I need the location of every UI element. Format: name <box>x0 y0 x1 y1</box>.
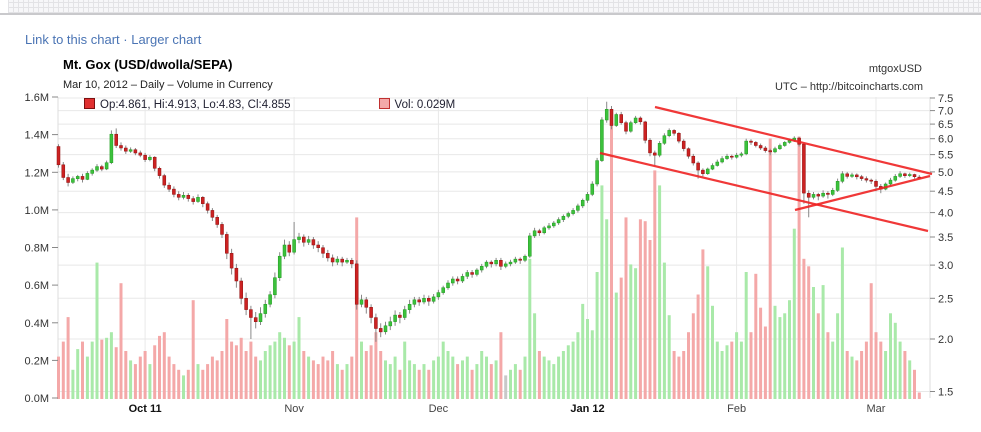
svg-text:2.0: 2.0 <box>938 334 953 346</box>
svg-text:0.0M: 0.0M <box>25 393 49 405</box>
chart-links-row: Link to this chart · Larger chart <box>25 32 201 47</box>
chart-subtitle: Mar 10, 2012 – Daily – Volume in Currenc… <box>63 79 273 91</box>
svg-text:4.5: 4.5 <box>938 186 953 198</box>
svg-text:1.5: 1.5 <box>938 387 953 399</box>
ohlc-legend-label: Op:4.861, Hi:4.913, Lo:4.83, Cl:4.855 <box>100 99 291 111</box>
top-pattern-bar <box>0 0 981 13</box>
svg-text:5.5: 5.5 <box>938 150 953 162</box>
link-to-this-chart[interactable]: Link to this chart <box>25 32 120 47</box>
svg-text:0.8M: 0.8M <box>25 243 49 255</box>
svg-text:4.0: 4.0 <box>938 208 953 220</box>
svg-text:1.2M: 1.2M <box>25 167 49 179</box>
svg-text:2.5: 2.5 <box>938 293 953 305</box>
timezone-note: UTC – http://bitcoincharts.com <box>775 81 923 93</box>
svg-text:Dec: Dec <box>429 403 449 415</box>
svg-text:Oct 11: Oct 11 <box>129 403 162 415</box>
candles <box>56 101 922 342</box>
svg-text:0.2M: 0.2M <box>25 355 49 367</box>
svg-text:7.0: 7.0 <box>938 106 953 118</box>
svg-text:6.0: 6.0 <box>938 134 953 146</box>
svg-text:Jan 12: Jan 12 <box>570 403 604 415</box>
svg-text:6.5: 6.5 <box>938 119 953 131</box>
svg-text:1.0M: 1.0M <box>25 205 49 217</box>
trend-lines <box>599 105 933 233</box>
volume-bars <box>57 113 921 400</box>
svg-text:1.6M: 1.6M <box>25 92 49 104</box>
svg-text:Nov: Nov <box>284 403 304 415</box>
links-separator: · <box>119 32 132 47</box>
larger-chart-link[interactable]: Larger chart <box>131 32 202 47</box>
left-axis-labels: 1.6M 1.4M 1.2M 1.0M 0.8M 0.6M 0.4M 0.2M 0.0M <box>25 92 58 405</box>
svg-text:3.5: 3.5 <box>938 232 953 244</box>
svg-text:3.0: 3.0 <box>938 260 953 272</box>
svg-text:1.4M: 1.4M <box>25 130 49 142</box>
svg-text:0.6M: 0.6M <box>25 280 49 292</box>
volume-legend-swatch <box>378 98 390 109</box>
symbol-watermark: mtgoxUSD <box>868 63 922 75</box>
chart-title: Mt. Gox (USD/dwolla/SEPA) <box>63 57 233 72</box>
right-axis-labels: 7.57.06.5 6.0 5.5 5.0 4.5 4.0 3.5 3.0 2.5 2.0 1.5 <box>930 93 953 399</box>
chart-legend: Op:4.861, Hi:4.913, Lo:4.83, Cl:4.855 Vol… <box>84 97 456 111</box>
svg-text:Mar: Mar <box>867 403 886 415</box>
svg-text:7.5: 7.5 <box>938 93 953 105</box>
volume-legend-label: Vol: 0.029M <box>394 99 456 111</box>
x-axis-labels: Oct 11 Nov Dec Jan 12 Feb Mar <box>129 403 886 415</box>
svg-text:5.0: 5.0 <box>938 167 953 179</box>
svg-text:0.4M: 0.4M <box>25 318 49 330</box>
svg-text:Feb: Feb <box>727 403 746 415</box>
top-divider <box>0 13 981 15</box>
ohlc-legend-swatch <box>84 98 95 109</box>
